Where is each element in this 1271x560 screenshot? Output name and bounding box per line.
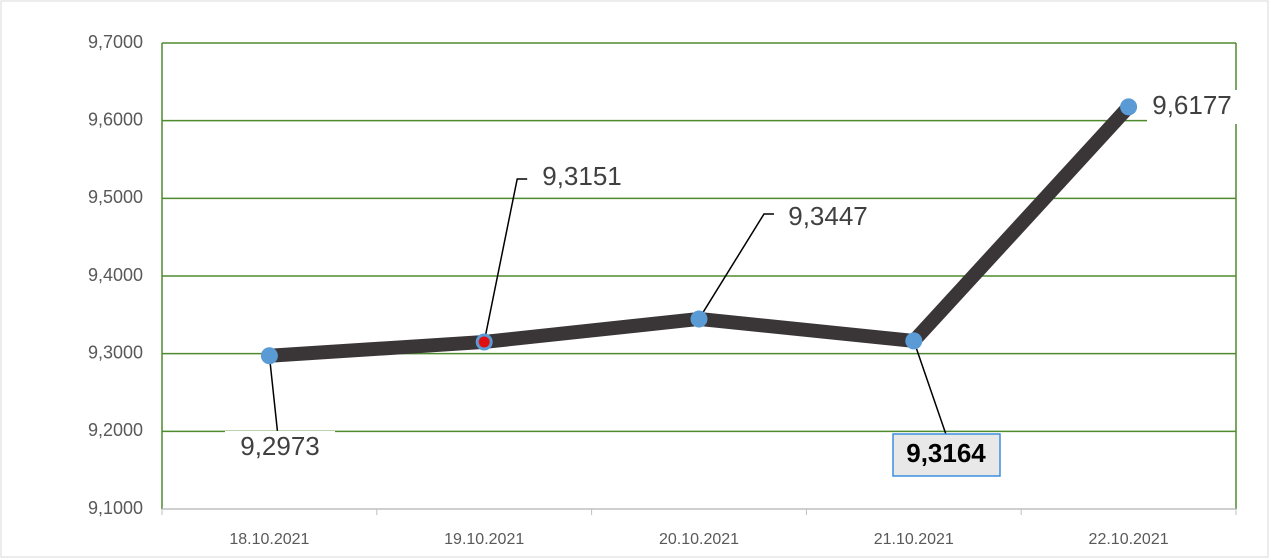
marker (475, 333, 493, 351)
marker (1120, 98, 1138, 116)
leader-line (268, 355, 279, 431)
leader-line (913, 340, 947, 435)
x-tick-label: 22.10.2021 (1089, 531, 1169, 548)
y-tick-label: 9,5000 (88, 187, 143, 207)
y-tick-label: 9,6000 (88, 109, 143, 129)
data-label: 9,3164 (906, 438, 986, 468)
marker (905, 332, 923, 350)
label-box (528, 161, 636, 195)
data-label: 9,2973 (240, 431, 320, 461)
y-tick-label: 9,1000 (88, 498, 143, 518)
marker (260, 347, 278, 365)
x-tick-label: 18.10.2021 (229, 531, 309, 548)
leader-line (698, 213, 774, 320)
y-tick-label: 9,4000 (88, 265, 143, 285)
y-tick-label: 9,2000 (88, 420, 143, 440)
x-tick-label: 21.10.2021 (874, 531, 954, 548)
data-label: 9,3447 (788, 201, 868, 231)
y-tick-label: 9,7000 (88, 32, 143, 52)
label-box (892, 433, 1001, 477)
x-tick-label: 19.10.2021 (444, 531, 524, 548)
x-tick-label: 20.10.2021 (659, 531, 739, 548)
data-label: 9,6177 (1152, 90, 1232, 120)
label-box (225, 431, 335, 465)
y-tick-label: 9,3000 (88, 342, 143, 362)
label-box (775, 201, 881, 235)
leader-line (483, 178, 528, 343)
marker (690, 310, 708, 328)
label-box (1147, 90, 1239, 124)
data-label: 9,3151 (542, 161, 622, 191)
